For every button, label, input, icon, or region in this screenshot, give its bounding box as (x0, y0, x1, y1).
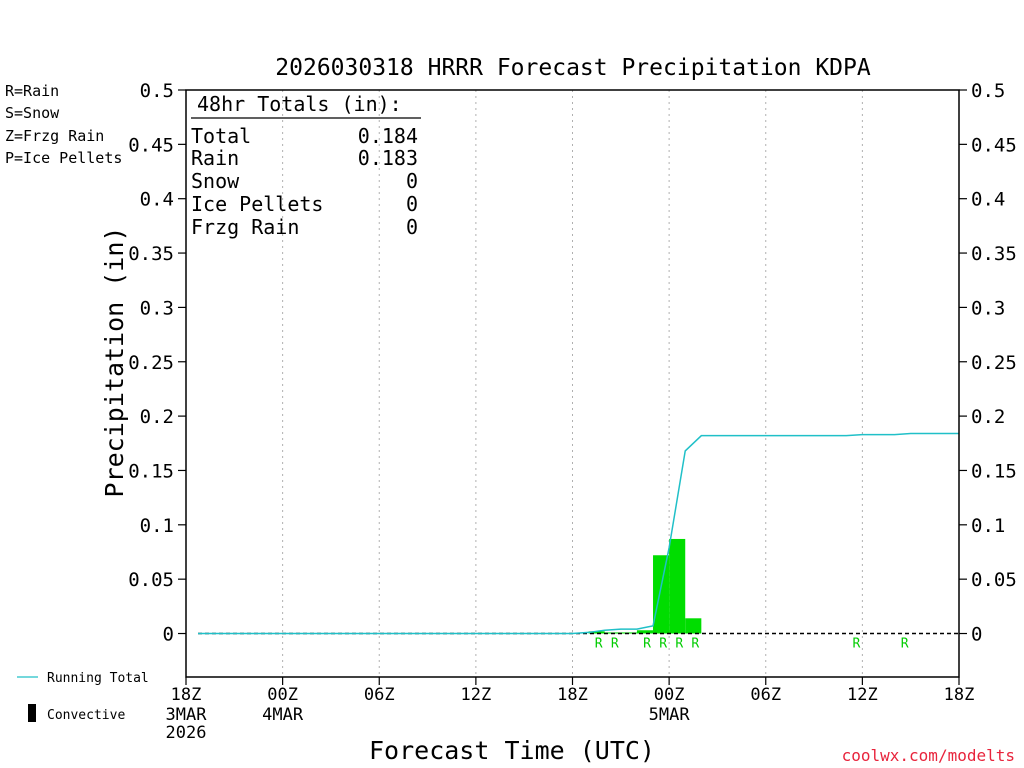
y-tick-label-right: 0.4 (971, 189, 1005, 211)
ptype-legend-frzg-rain: Z=Frzg Rain (5, 127, 104, 145)
y-tick-label-right: 0.5 (971, 80, 1005, 102)
totals-box: 48hr Totals (in): Total 0.184 Rain 0.183… (191, 92, 421, 239)
ptype-marker-rain: R (691, 637, 699, 652)
x-tick-label: 18Z (944, 685, 975, 705)
legend-convective-label: Convective (47, 708, 125, 723)
y-tick-label-left: 0.25 (128, 352, 174, 374)
precipitation-bars (588, 538, 702, 634)
y-tick-label-right: 0.45 (971, 134, 1017, 156)
x-tick-label: 18Z (557, 685, 588, 705)
x-tick-date: 4MAR (262, 705, 304, 725)
totals-value-total: 0.184 (358, 124, 418, 148)
y-tick-label-left: 0.3 (140, 297, 174, 319)
ptype-legend-ice-pellets: P=Ice Pellets (5, 149, 122, 167)
legend-running-total-label: Running Total (47, 671, 149, 686)
y-tick-label-left: 0.05 (128, 569, 174, 591)
totals-label-rain: Rain (191, 146, 239, 170)
ptype-legend: R=Rain S=Snow Z=Frzg Rain P=Ice Pellets (5, 82, 122, 167)
ptype-legend-rain: R=Rain (5, 82, 59, 100)
x-tick-label: 06Z (364, 685, 395, 705)
x-tick-label: 12Z (847, 685, 878, 705)
ptype-marker-rain: R (852, 637, 860, 652)
x-tick-label: 18Z (171, 685, 202, 705)
y-tick-label-left: 0.35 (128, 243, 174, 265)
y-tick-label-left: 0 (163, 624, 174, 646)
y-tick-label-left: 0.2 (140, 406, 174, 428)
bar-rain (685, 618, 702, 634)
totals-label-total: Total (191, 124, 251, 148)
running-total-line (198, 432, 959, 635)
ptype-legend-snow: S=Snow (5, 104, 60, 122)
chart-title: 2026030318 HRRR Forecast Precipitation K… (275, 55, 871, 81)
ptype-marker-rain: R (611, 637, 619, 652)
y-tick-label-left: 0.4 (140, 189, 174, 211)
totals-value-frzg-rain: 0 (406, 215, 418, 239)
bar-rain (636, 630, 654, 634)
ptype-marker-rain: R (901, 637, 909, 652)
ptype-marker-rain: R (675, 637, 683, 652)
x-tick-label: 06Z (750, 685, 781, 705)
totals-heading: 48hr Totals (in): (197, 92, 402, 116)
y-axis-right: 0 0.05 0.1 0.15 0.2 0.25 0.3 0.35 0.4 0.45 0.5 (959, 80, 1017, 646)
x-tick-label: 12Z (461, 685, 492, 705)
y-tick-label-right: 0.25 (971, 352, 1017, 374)
totals-value-ice-pellets: 0 (406, 192, 418, 216)
y-tick-label-right: 0 (971, 624, 982, 646)
ptype-marker-rain: R (643, 637, 651, 652)
y-axis-label: Precipitation (in) (100, 227, 129, 498)
vertical-gridlines (282, 90, 863, 677)
x-axis-label: Forecast Time (UTC) (369, 736, 655, 765)
y-axis-left: 0 0.05 0.1 0.15 0.2 0.25 0.3 0.35 0.4 0.45 0.5 (128, 80, 186, 646)
y-tick-label-right: 0.05 (971, 569, 1017, 591)
y-tick-label-right: 0.15 (971, 460, 1017, 482)
y-tick-label-left: 0.15 (128, 460, 174, 482)
y-tick-label-right: 0.35 (971, 243, 1017, 265)
totals-value-snow: 0 (406, 169, 418, 193)
y-tick-label-left: 0.5 (140, 80, 174, 102)
credit-link[interactable]: coolwx.com/modelts (842, 746, 1015, 765)
x-tick-year: 2026 (166, 723, 207, 743)
y-tick-label-left: 0.1 (140, 515, 174, 537)
totals-value-rain: 0.183 (358, 146, 418, 170)
y-tick-label-right: 0.2 (971, 406, 1005, 428)
y-tick-label-right: 0.1 (971, 515, 1005, 537)
x-tick-date: 5MAR (649, 705, 691, 725)
totals-label-frzg-rain: Frzg Rain (191, 215, 299, 239)
legend-convective-swatch (28, 704, 36, 722)
bar-rain (588, 631, 605, 634)
x-tick-label: 00Z (654, 685, 685, 705)
ptype-marker-rain: R (595, 637, 603, 652)
y-tick-label-right: 0.3 (971, 297, 1005, 319)
x-tick-date: 3MAR (166, 705, 208, 725)
ptype-marker-rain: R (659, 637, 667, 652)
totals-label-snow: Snow (191, 169, 240, 193)
series-legend: Running Total Convective (17, 671, 149, 723)
bar-rain (669, 538, 686, 634)
y-tick-label-left: 0.45 (128, 134, 174, 156)
totals-label-ice-pellets: Ice Pellets (191, 192, 323, 216)
x-tick-label: 00Z (267, 685, 298, 705)
bar-rain (653, 555, 670, 634)
